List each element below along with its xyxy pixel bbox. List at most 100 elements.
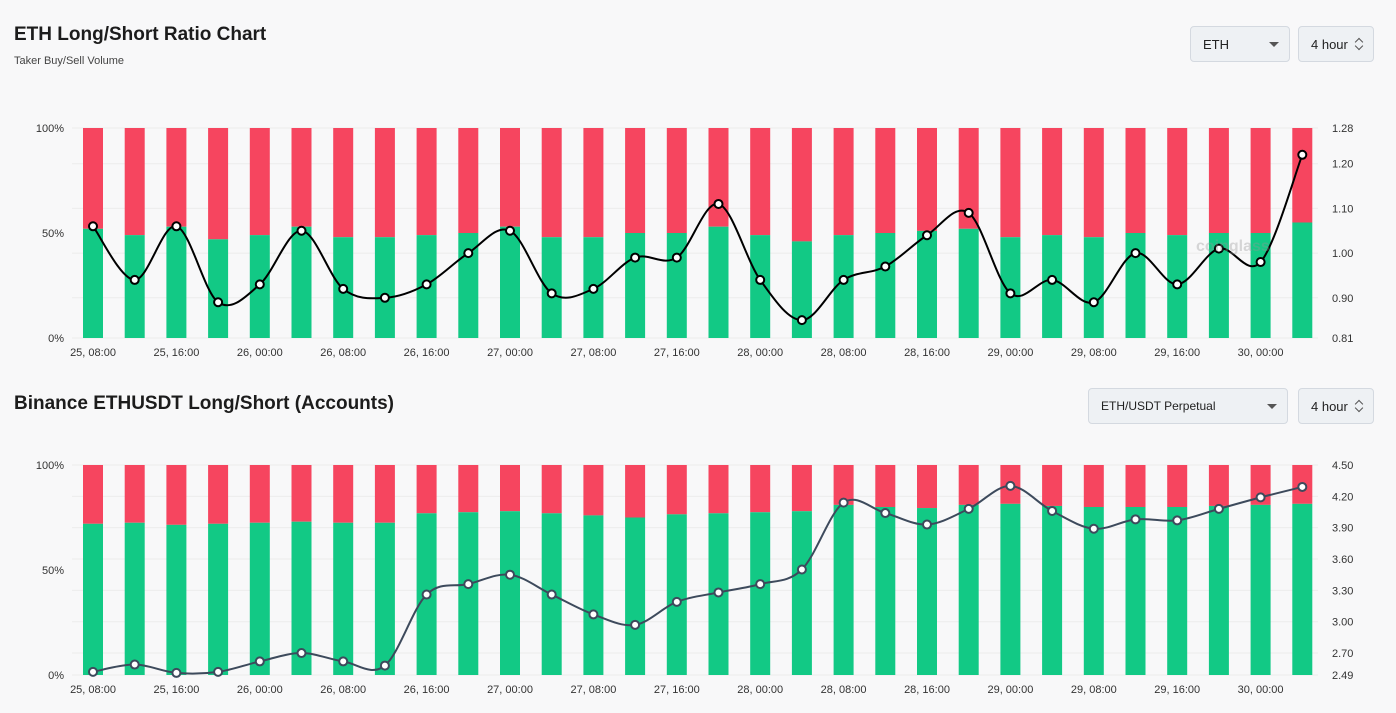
long-bar <box>750 235 771 338</box>
y-right-tick-label: 4.20 <box>1332 491 1353 503</box>
ratio-point <box>630 252 641 263</box>
ratio-point <box>88 666 98 677</box>
ratio-point <box>671 596 682 607</box>
short-bar <box>750 128 771 236</box>
interval-select-1[interactable]: 4 hour <box>1298 26 1374 62</box>
long-bar <box>1250 233 1271 338</box>
long-bar <box>1000 237 1021 338</box>
x-tick-label: 25, 08:00 <box>70 347 116 359</box>
chart1-subtitle: Taker Buy/Sell Volume <box>14 55 125 67</box>
chevron-down-icon <box>1267 404 1277 409</box>
short-bar <box>917 128 937 231</box>
short-bar <box>1208 465 1229 506</box>
taker-ratio-chart: 100% 50% 0% 1.28 1.20 1.10 1.00 0.90 0.81 25, 08:… <box>36 123 1354 359</box>
interval-select-2[interactable]: 4 hour <box>1298 388 1374 424</box>
ratio-point <box>254 656 265 667</box>
short-bar <box>458 465 479 513</box>
short-bar <box>249 128 270 236</box>
short-bar <box>708 465 729 514</box>
interval-select-value: 4 hour <box>1311 36 1348 52</box>
ratio-point <box>463 579 474 590</box>
ratio-point <box>338 283 349 294</box>
short-bar <box>958 128 979 229</box>
short-bar <box>83 128 103 229</box>
long-bar <box>124 522 145 675</box>
long-bar <box>875 507 896 675</box>
x-tick-label: 27, 00:00 <box>487 347 533 359</box>
ratio-point <box>88 221 98 232</box>
ratio-point <box>880 261 891 272</box>
short-bar <box>583 465 604 516</box>
long-bar <box>208 523 229 675</box>
x-tick-label: 29, 16:00 <box>1154 347 1200 359</box>
x-tick-label: 28, 08:00 <box>821 347 867 359</box>
long-bar <box>958 228 979 338</box>
long-bar <box>625 517 646 675</box>
short-bar <box>124 128 145 236</box>
short-bar <box>541 128 562 238</box>
long-bar <box>1250 504 1271 675</box>
y-right-tick-label: 2.70 <box>1332 648 1353 660</box>
pair-select[interactable]: ETH/USDT Perpetual <box>1088 388 1288 424</box>
long-bar <box>833 235 854 338</box>
short-bar <box>291 465 312 522</box>
x-tick-label: 27, 16:00 <box>654 684 700 696</box>
ratio-point <box>796 315 807 326</box>
x-tick-label: 27, 16:00 <box>654 347 700 359</box>
ratio-point <box>421 279 432 290</box>
long-bar <box>833 504 854 675</box>
ratio-point <box>796 564 807 575</box>
ratio-point <box>1047 274 1058 285</box>
y-right-tick-label: 1.20 <box>1332 159 1353 171</box>
long-bar <box>917 230 937 338</box>
ratio-point <box>1297 149 1308 160</box>
short-bar <box>166 128 187 227</box>
short-bar <box>1167 465 1188 507</box>
short-bar <box>583 128 604 238</box>
ratio-point <box>254 279 265 290</box>
long-bar <box>1083 237 1104 338</box>
long-bar <box>1292 222 1313 338</box>
long-bar <box>1208 233 1229 338</box>
y-left-tick-label: 0% <box>48 670 64 682</box>
long-bar <box>917 508 937 675</box>
short-bar <box>625 128 646 233</box>
long-bar <box>1208 505 1229 675</box>
ratio-point <box>379 292 390 303</box>
short-bar <box>500 128 520 227</box>
short-bar <box>541 465 562 514</box>
up-down-stepper-icon <box>1354 398 1364 414</box>
x-tick-label: 30, 00:00 <box>1238 684 1284 696</box>
long-bar <box>791 241 812 338</box>
x-tick-label: 25, 16:00 <box>153 684 199 696</box>
y-right-tick-label: 1.00 <box>1332 248 1353 260</box>
ratio-point <box>1255 492 1266 503</box>
short-bar <box>458 128 479 233</box>
ratio-point <box>129 659 140 670</box>
ratio-point <box>1005 288 1016 299</box>
long-bar <box>291 226 312 338</box>
y-right-tick-label: 1.28 <box>1332 123 1353 135</box>
ratio-point <box>963 207 974 218</box>
ratio-point <box>1047 505 1058 516</box>
short-bar <box>875 465 896 507</box>
long-bar <box>1042 235 1063 338</box>
x-tick-label: 29, 08:00 <box>1071 347 1117 359</box>
long-bar <box>708 226 729 338</box>
y-right-tick-label: 3.00 <box>1332 617 1353 629</box>
short-bar <box>1083 128 1104 238</box>
ratio-point <box>213 297 224 308</box>
ratio-point <box>379 660 390 671</box>
x-tick-label: 25, 16:00 <box>153 347 199 359</box>
short-bar <box>208 128 229 240</box>
coin-select[interactable]: ETH <box>1190 26 1290 62</box>
short-bar <box>666 465 687 515</box>
short-bar <box>1000 128 1021 238</box>
ratio-point <box>1088 297 1099 308</box>
x-tick-label: 27, 08:00 <box>570 684 616 696</box>
long-bar <box>1042 505 1063 675</box>
long-bar <box>625 233 646 338</box>
ratio-point <box>963 503 974 514</box>
y-left-tick-label: 0% <box>48 333 64 345</box>
y-right-tick-label: 3.90 <box>1332 523 1353 535</box>
